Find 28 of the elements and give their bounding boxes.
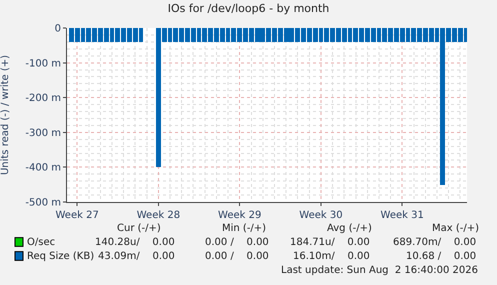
x-tick-label: Week 29 bbox=[218, 210, 262, 221]
text: 689.70m/ 0.00 bbox=[393, 237, 476, 248]
y-tick-label: -200 m bbox=[25, 93, 61, 104]
text: 0.00 / 0.00 bbox=[205, 237, 269, 248]
y-tick-label: 0 bbox=[54, 24, 61, 34]
x-tick-label: Week 31 bbox=[380, 210, 424, 221]
text: 0.00 / 0.00 bbox=[205, 251, 269, 262]
x-tick-label: Week 27 bbox=[56, 210, 99, 221]
text: Cur (-/+) bbox=[117, 223, 161, 234]
x-tick-label: Week 28 bbox=[136, 210, 180, 221]
text: 184.71u/ 0.00 bbox=[290, 237, 370, 248]
legend-label: Req Size (KB) bbox=[27, 251, 94, 262]
text: 10.68 / 0.00 bbox=[406, 251, 476, 262]
text: 16.10m/ 0.00 bbox=[293, 251, 370, 262]
y-tick-label: -100 m bbox=[25, 58, 61, 70]
text: Max (-/+) bbox=[432, 223, 480, 234]
chart-title: IOs for /dev/loop6 - by month bbox=[168, 2, 330, 15]
text: Last update: Sun Aug 2 16:40:00 2026 bbox=[281, 265, 478, 276]
y-tick-label: -500 m bbox=[25, 198, 61, 208]
y-tick-label: -400 m bbox=[25, 162, 61, 174]
x-tick-label: Week 30 bbox=[299, 210, 343, 221]
y-axis-title: Units read (-) / write (+) bbox=[0, 54, 11, 176]
y-tick-label: -300 m bbox=[25, 128, 61, 139]
legend-label: O/sec bbox=[27, 237, 56, 248]
text: 43.09m/ 0.00 bbox=[98, 251, 175, 262]
text: Min (-/+) bbox=[222, 223, 266, 234]
text: 140.28u/ 0.00 bbox=[95, 237, 175, 248]
text: Avg (-/+) bbox=[327, 223, 372, 234]
